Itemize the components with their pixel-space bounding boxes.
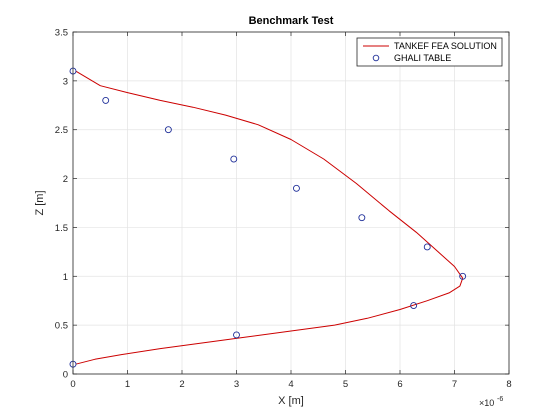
y-tick-label: 1.5	[55, 223, 68, 234]
legend-marker-sample	[372, 54, 380, 62]
data-point-ghali	[293, 184, 300, 192]
chart-title: Benchmark Test	[249, 15, 334, 27]
legend: TANKEF FEA SOLUTION GHALI TABLE	[356, 37, 503, 67]
y-tick-label: 2	[63, 174, 68, 185]
x-exponent-base: ×10	[479, 398, 494, 408]
y-tick-label: 3.5	[55, 28, 68, 39]
data-point-ghali	[423, 243, 431, 251]
y-tick-label: 1	[63, 272, 68, 283]
data-point-ghali	[102, 96, 110, 104]
x-exponent-power: -6	[497, 396, 503, 403]
legend-entry-ghali: GHALI TABLE	[394, 53, 451, 63]
data-point-ghali	[164, 126, 172, 134]
data-point-ghali	[358, 214, 366, 222]
data-point-ghali	[459, 272, 467, 280]
y-tick-label: 0.5	[55, 321, 68, 332]
x-tick-label: 7	[452, 379, 457, 390]
x-tick-label: 3	[234, 379, 239, 390]
data-point-ghali	[230, 155, 238, 163]
x-tick-label: 5	[343, 379, 348, 390]
series-layer	[69, 67, 467, 368]
legend-entry-fea: TANKEF FEA SOLUTION	[394, 41, 497, 51]
x-tick-label: 0	[70, 379, 75, 390]
y-tick-label: 2.5	[55, 125, 68, 136]
x-axis-label: X [m]	[278, 395, 304, 407]
x-tick-label: 6	[397, 379, 402, 390]
legend-box	[356, 37, 503, 67]
y-tick-label: 0	[63, 370, 68, 381]
x-tick-label: 1	[125, 379, 130, 390]
x-axis-exponent: ×10 -6	[479, 396, 503, 408]
axis-ticks	[72, 31, 510, 375]
x-tick-labels: 0 1 2 3 4 5 6 7 8	[70, 379, 511, 390]
x-tick-label: 2	[179, 379, 184, 390]
series-line-fea	[75, 70, 464, 365]
y-tick-labels: 0 0.5 1 1.5 2 2.5 3 3.5	[55, 28, 68, 381]
x-tick-label: 4	[288, 379, 293, 390]
y-tick-label: 3	[63, 76, 68, 87]
x-tick-label: 8	[506, 379, 511, 390]
y-axis-label: Z [m]	[34, 190, 46, 215]
data-point-ghali	[233, 331, 240, 339]
data-point-ghali	[410, 302, 418, 310]
